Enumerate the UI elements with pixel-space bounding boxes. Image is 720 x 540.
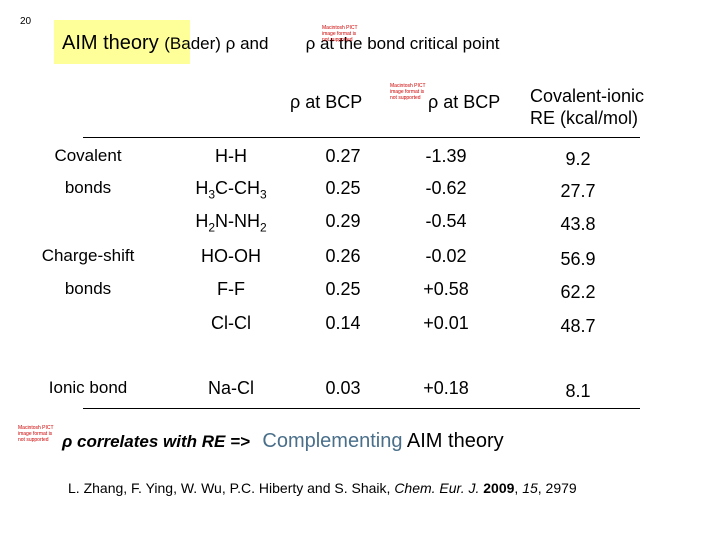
header-re: Covalent-ionic RE (kcal/mol) <box>530 85 644 129</box>
molecule-part: Na-Cl <box>207 378 255 398</box>
molecule-part: H <box>195 178 209 198</box>
header-re-line: Covalent-ionic <box>530 86 645 106</box>
slide-number: 20 <box>20 16 32 27</box>
laplacian-value: +0.18 <box>423 378 469 398</box>
citation-volume: 15 <box>522 480 538 496</box>
group-label: Ionic bond <box>48 378 128 397</box>
citation: L. Zhang, F. Ying, W. Wu, P.C. Hiberty a… <box>68 480 577 496</box>
rho-value: 0.03 <box>325 378 361 398</box>
image-placeholder: Macintosh PICT image format is not suppo… <box>390 83 426 101</box>
re-value: 48.7 <box>560 316 596 336</box>
group-label: bonds <box>64 178 112 197</box>
rho-value: 0.29 <box>325 211 361 231</box>
molecule-part: 3 <box>260 187 267 202</box>
molecule-part: F-F <box>217 279 245 299</box>
image-placeholder: Macintosh PICT image format is not suppo… <box>18 425 54 443</box>
laplacian-value: +0.58 <box>423 279 469 299</box>
citation-authors: L. Zhang, F. Ying, W. Wu, P.C. Hiberty a… <box>68 480 395 496</box>
group-label: Charge-shift <box>41 246 135 265</box>
re-value: 56.9 <box>560 249 596 269</box>
laplacian-value: -0.62 <box>425 178 467 198</box>
conclusion-left: ρ correlates with RE => <box>62 432 250 451</box>
laplacian-value: -1.39 <box>425 146 467 166</box>
molecule: H-H <box>215 146 247 167</box>
laplacian-value: -0.54 <box>425 211 467 231</box>
header-re-line: RE (kcal/mol) <box>530 108 639 128</box>
citation-year: 2009 <box>483 480 515 496</box>
rho-value: 0.27 <box>325 146 361 166</box>
laplacian-value: -0.02 <box>425 246 467 266</box>
molecule-part: 2 <box>260 220 267 235</box>
molecule-part: HO-OH <box>201 246 261 266</box>
title-middle: (Bader) ρ and <box>164 34 269 53</box>
rho-value: 0.25 <box>325 279 361 299</box>
re-value: 62.2 <box>560 282 596 302</box>
re-value: 8.1 <box>565 381 591 401</box>
conclusion-right: AIM theory <box>406 430 504 452</box>
molecule: H2N-NH2 <box>195 211 266 235</box>
rho-value: 0.25 <box>325 178 361 198</box>
molecule: F-F <box>217 279 245 300</box>
re-value: 9.2 <box>565 149 591 169</box>
header-rho: ρ at BCP <box>290 92 363 112</box>
molecule-part: H <box>195 211 209 231</box>
molecule-part: C-CH <box>215 178 260 198</box>
rho-value: 0.26 <box>325 246 361 266</box>
re-value: 43.8 <box>560 214 596 234</box>
molecule-part: N-NH <box>215 211 260 231</box>
image-placeholder: Macintosh PICT image format is not suppo… <box>322 25 358 43</box>
header-laplacian: ρ at BCP <box>428 92 501 112</box>
molecule: Cl-Cl <box>211 313 251 334</box>
molecule-part: Cl-Cl <box>211 313 251 333</box>
title-highlight: AIM theory <box>62 32 159 54</box>
conclusion: ρ correlates with RE => Complementing AI… <box>62 430 504 453</box>
molecule: HO-OH <box>201 246 261 267</box>
citation-pages: , 2979 <box>537 480 577 496</box>
molecule-part: H-H <box>215 146 247 166</box>
table-top-rule <box>83 137 640 138</box>
re-value: 27.7 <box>560 181 596 201</box>
rho-value: 0.14 <box>325 313 361 333</box>
laplacian-value: +0.01 <box>423 313 469 333</box>
title-end: ρ at the bond critical point <box>305 34 500 53</box>
title: AIM theory (Bader) ρ and ρ at the bond c… <box>62 32 500 55</box>
molecule-part: 2 <box>208 220 215 235</box>
molecule: H3C-CH3 <box>195 178 266 202</box>
title-highlight-box <box>54 20 190 64</box>
molecule: Na-Cl <box>208 378 254 399</box>
citation-journal: Chem. Eur. J. <box>394 480 480 496</box>
table-bottom-rule <box>83 408 640 409</box>
group-label: Covalent <box>54 146 122 165</box>
citation-sep: , <box>514 480 523 496</box>
molecule-part: 3 <box>208 187 215 202</box>
group-label: bonds <box>64 279 112 298</box>
conclusion-accent: Complementing <box>262 430 403 452</box>
